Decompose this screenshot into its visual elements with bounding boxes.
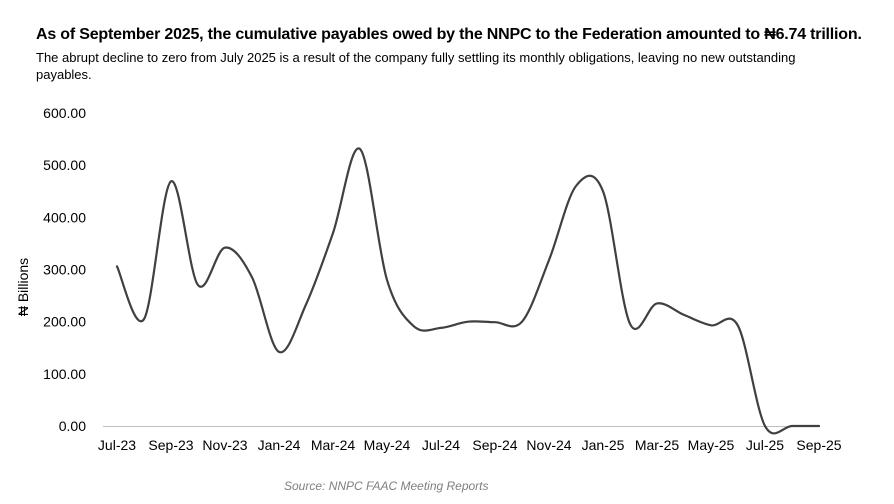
y-tick-label: 600.00 xyxy=(43,105,86,121)
x-tick-label: May-24 xyxy=(364,437,411,453)
y-tick-label: 200.00 xyxy=(43,314,86,330)
x-tick-label: Jul-25 xyxy=(746,437,784,453)
x-axis-ticks: Jul-23 Sep-23 Nov-23 Jan-24 Mar-24 May-24 Jul-… xyxy=(98,437,842,453)
y-tick-label: 100.00 xyxy=(43,366,86,382)
x-tick-label: May-25 xyxy=(688,437,735,453)
x-tick-label: Jan-24 xyxy=(258,437,301,453)
x-tick-label: Sep-23 xyxy=(148,437,193,453)
x-tick-label: Nov-24 xyxy=(526,437,571,453)
y-tick-label: 500.00 xyxy=(43,157,86,173)
y-axis-label: ₦ Billions xyxy=(15,258,31,316)
x-tick-label: Sep-25 xyxy=(796,437,841,453)
chart-title: As of September 2025, the cumulative pay… xyxy=(36,26,862,43)
x-tick-label: Jan-25 xyxy=(582,437,625,453)
x-tick-label: Jul-24 xyxy=(422,437,460,453)
y-tick-label: 300.00 xyxy=(43,262,86,278)
y-tick-label: 400.00 xyxy=(43,209,86,225)
x-tick-label: Sep-24 xyxy=(472,437,517,453)
source-note: Source: NNPC FAAC Meeting Reports xyxy=(284,479,489,493)
x-tick-label: Jul-23 xyxy=(98,437,136,453)
chart-subtitle: The abrupt decline to zero from July 202… xyxy=(36,50,796,82)
y-tick-label: 0.00 xyxy=(59,418,86,434)
series-line xyxy=(115,147,821,435)
y-axis-ticks: 0.00 100.00 200.00 300.00 400.00 500.00 600.00 xyxy=(43,105,86,434)
x-tick-label: Nov-23 xyxy=(202,437,247,453)
x-tick-label: Mar-24 xyxy=(311,437,356,453)
data-points xyxy=(115,147,821,428)
x-tick-label: Mar-25 xyxy=(635,437,680,453)
